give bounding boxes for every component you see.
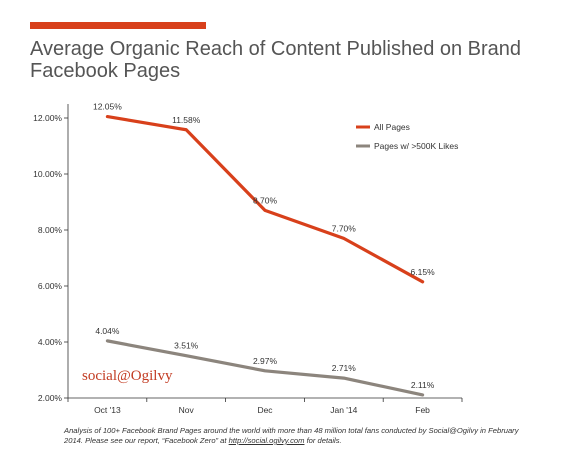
chart-series bbox=[105, 114, 425, 397]
accent-bar bbox=[30, 22, 206, 29]
legend-label: All Pages bbox=[374, 122, 410, 132]
x-tick-label: Jan '14 bbox=[330, 405, 357, 415]
data-label: 6.15% bbox=[411, 267, 436, 277]
legend-label: Pages w/ >500K Likes bbox=[374, 141, 458, 151]
chart-legend: All Pages Pages w/ >500K Likes bbox=[356, 122, 458, 151]
y-tick-label: 12.00% bbox=[33, 113, 62, 123]
x-tick-label: Nov bbox=[179, 405, 195, 415]
data-label: 8.70% bbox=[253, 195, 278, 205]
y-tick-label: 2.00% bbox=[38, 393, 63, 403]
data-label: 2.11% bbox=[411, 380, 435, 390]
y-tick-label: 10.00% bbox=[33, 169, 62, 179]
y-tick-label: 8.00% bbox=[38, 225, 63, 235]
data-label: 2.71% bbox=[332, 363, 357, 373]
footnote-text: Analysis of 100+ Facebook Brand Pages ar… bbox=[64, 426, 519, 445]
x-tick-label: Oct '13 bbox=[94, 405, 121, 415]
x-tick-label: Feb bbox=[415, 405, 430, 415]
data-label: 7.70% bbox=[332, 223, 357, 233]
footnote-text-end: for details. bbox=[304, 436, 342, 445]
footnote-link[interactable]: http://social.ogilvy.com bbox=[228, 436, 305, 445]
series-line-all-pages bbox=[105, 114, 425, 284]
chart-axes: 2.00% 4.00% 6.00% 8.00% 10.00% 12.00% Oct '13 N… bbox=[33, 104, 463, 415]
brand-logo: social@Ogilvy bbox=[82, 368, 173, 384]
y-tick-label: 6.00% bbox=[38, 281, 63, 291]
data-label: 4.04% bbox=[95, 326, 120, 336]
footnote: Analysis of 100+ Facebook Brand Pages ar… bbox=[64, 426, 534, 446]
y-tick-label: 4.00% bbox=[38, 337, 63, 347]
series-line-large-pages bbox=[105, 339, 425, 397]
data-label: 2.97% bbox=[253, 356, 278, 366]
x-tick-label: Dec bbox=[257, 405, 273, 415]
data-label: 12.05% bbox=[93, 102, 122, 112]
chart-title: Average Organic Reach of Content Publish… bbox=[30, 38, 522, 82]
data-label: 3.51% bbox=[174, 341, 199, 351]
data-label: 11.58% bbox=[172, 115, 201, 125]
chart-data-labels: 12.05% 11.58% 8.70% 7.70% 6.15% 4.04% 3.51% 2.9… bbox=[93, 102, 435, 390]
